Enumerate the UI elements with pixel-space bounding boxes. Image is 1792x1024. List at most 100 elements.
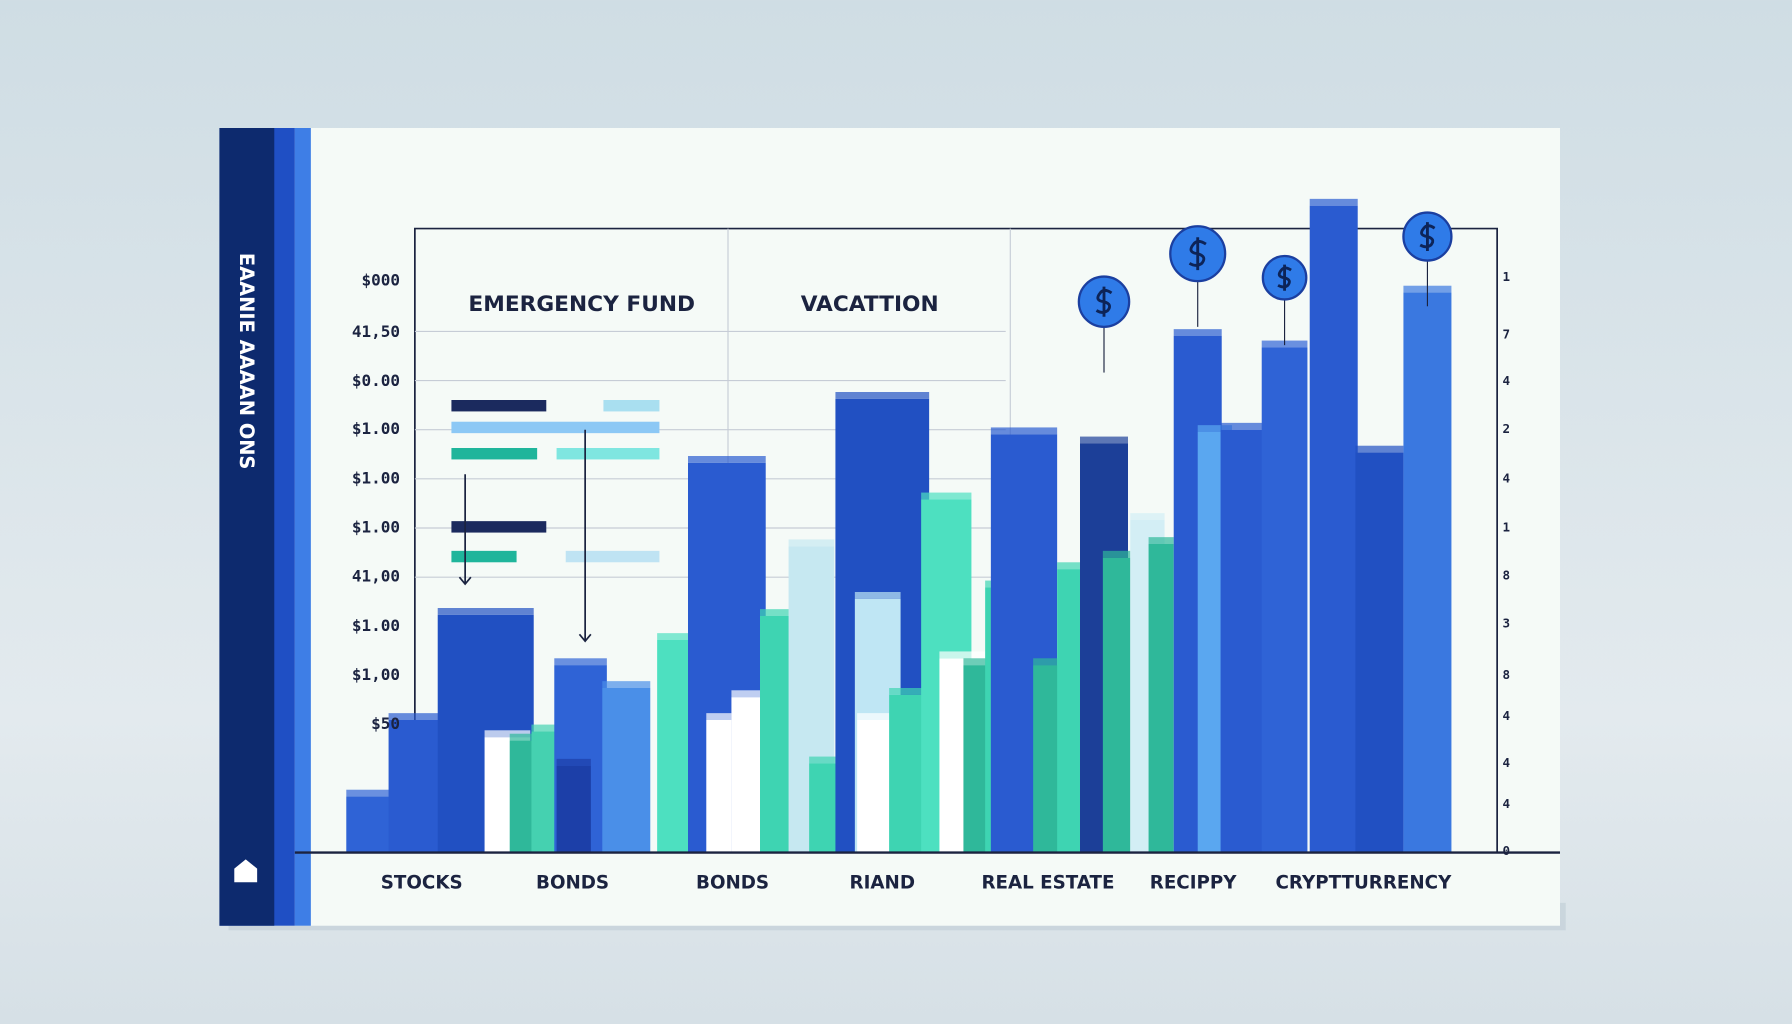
decorative-bar bbox=[1220, 429, 1264, 853]
category-label: STOCKS bbox=[381, 872, 463, 893]
bar-top bbox=[760, 609, 811, 616]
left-axis-label: $1.00 bbox=[352, 616, 400, 635]
bar-top bbox=[963, 658, 989, 666]
category-label: RIAND bbox=[850, 872, 915, 893]
arrow bbox=[458, 429, 592, 643]
sidebar-stripe bbox=[294, 128, 311, 926]
left-axis-label: $1.00 bbox=[352, 419, 400, 438]
bar-top bbox=[921, 492, 972, 500]
bar-top bbox=[1033, 658, 1079, 666]
legend-stroke bbox=[603, 400, 660, 412]
chart-area: $000 41,50 $0.00 $1.00 $1.00 $1.00 41,00 $1.00 $… bbox=[294, 198, 1560, 893]
decorative-bar bbox=[1403, 292, 1452, 853]
decorative-bar bbox=[706, 720, 732, 853]
right-axis-label: 8 bbox=[1502, 667, 1510, 682]
left-axis-label: $0.00 bbox=[352, 371, 400, 390]
dollar-sign bbox=[1095, 286, 1113, 317]
legend-stroke bbox=[565, 550, 660, 563]
right-axis-label: 0 bbox=[1502, 843, 1510, 858]
bar-top bbox=[554, 658, 607, 666]
legend-stroke bbox=[451, 550, 517, 563]
decorative-bar bbox=[963, 665, 989, 853]
right-axis-label: 8 bbox=[1502, 567, 1510, 582]
decorative-bar bbox=[1261, 347, 1308, 853]
bar-top bbox=[388, 713, 460, 720]
legend-stroke bbox=[451, 521, 547, 533]
bar-top bbox=[854, 592, 901, 599]
legend-stroke bbox=[451, 421, 660, 434]
bar-top bbox=[809, 756, 858, 764]
decorative-bar bbox=[1309, 205, 1358, 853]
left-axis-label: 41,50 bbox=[352, 322, 400, 341]
right-axis-label: 4 bbox=[1502, 796, 1510, 811]
decorative-bar bbox=[731, 697, 762, 853]
right-axis-label: 4 bbox=[1502, 470, 1510, 485]
bar-top bbox=[346, 789, 413, 797]
category-label: CRYPTTURRENCY bbox=[1276, 872, 1453, 893]
left-axis-label: 41,00 bbox=[352, 567, 400, 586]
bar-top bbox=[1057, 562, 1080, 570]
bar-top bbox=[437, 608, 534, 615]
header: VACATTION bbox=[801, 292, 939, 317]
decorative-bar bbox=[1057, 569, 1080, 853]
bar-top bbox=[1220, 422, 1264, 430]
right-axis-label: 2 bbox=[1502, 421, 1510, 436]
left-axis-label: $50 bbox=[371, 714, 400, 733]
decorative-bar bbox=[1148, 544, 1174, 853]
category-label: BONDS bbox=[696, 872, 769, 893]
bar-top bbox=[857, 713, 890, 720]
bar-top bbox=[731, 690, 762, 698]
decorative-bar bbox=[857, 720, 890, 853]
bar-top bbox=[990, 427, 1058, 435]
legend-stroke bbox=[451, 448, 538, 460]
bar-top bbox=[1148, 537, 1174, 544]
category-label: RECIPPY bbox=[1150, 872, 1238, 893]
right-axis-label: 1 bbox=[1502, 269, 1510, 284]
bar-top bbox=[657, 633, 708, 640]
decorative-bar bbox=[602, 688, 651, 853]
right-axis-label: 4 bbox=[1502, 708, 1510, 723]
right-axis-label: 4 bbox=[1502, 755, 1510, 770]
bar-top bbox=[1130, 513, 1165, 520]
right-axis-label: 1 bbox=[1502, 519, 1510, 534]
bar-top bbox=[1173, 329, 1222, 336]
bar-top bbox=[602, 681, 651, 688]
bar-top bbox=[889, 688, 938, 695]
sidebar-dark bbox=[219, 128, 275, 926]
dollar-sign bbox=[1277, 264, 1292, 291]
bar-top bbox=[1355, 445, 1404, 453]
left-axis-label: $1.00 bbox=[352, 517, 400, 536]
frame bbox=[414, 227, 1498, 853]
decorative-bar bbox=[1102, 557, 1131, 853]
bar-top bbox=[1309, 198, 1358, 206]
left-axis-label: $000 bbox=[361, 271, 400, 290]
bar-top bbox=[706, 713, 732, 720]
dollar-sign bbox=[1419, 222, 1436, 251]
dollar-sign bbox=[1188, 237, 1207, 271]
bar-top bbox=[1080, 436, 1128, 444]
legend-stroke bbox=[451, 400, 547, 412]
category-label: BONDS bbox=[536, 872, 609, 893]
legend-stroke bbox=[556, 448, 660, 460]
decorative-bar bbox=[556, 765, 591, 853]
right-axis-label: 7 bbox=[1502, 326, 1510, 341]
bar-top bbox=[556, 758, 591, 766]
bar-top bbox=[788, 539, 835, 547]
bar-top bbox=[1102, 550, 1131, 558]
category-label: REAL ESTATE bbox=[981, 872, 1114, 893]
left-axis-label: $1,00 bbox=[352, 665, 400, 684]
sidebar-title: EAANIE AAAAN ONS bbox=[235, 253, 258, 470]
bar-top bbox=[688, 456, 766, 463]
bar-top bbox=[484, 730, 531, 738]
bar-top bbox=[939, 651, 988, 659]
bar-top bbox=[835, 392, 930, 399]
decorative-bar bbox=[1355, 452, 1404, 853]
right-axis-label: 4 bbox=[1502, 373, 1510, 388]
right-axis-label: 3 bbox=[1502, 615, 1510, 630]
bar-top bbox=[1197, 425, 1232, 432]
logo bbox=[234, 859, 258, 883]
header: EMERGENCY FUND bbox=[468, 292, 695, 317]
left-axis-label: $1.00 bbox=[352, 468, 400, 487]
